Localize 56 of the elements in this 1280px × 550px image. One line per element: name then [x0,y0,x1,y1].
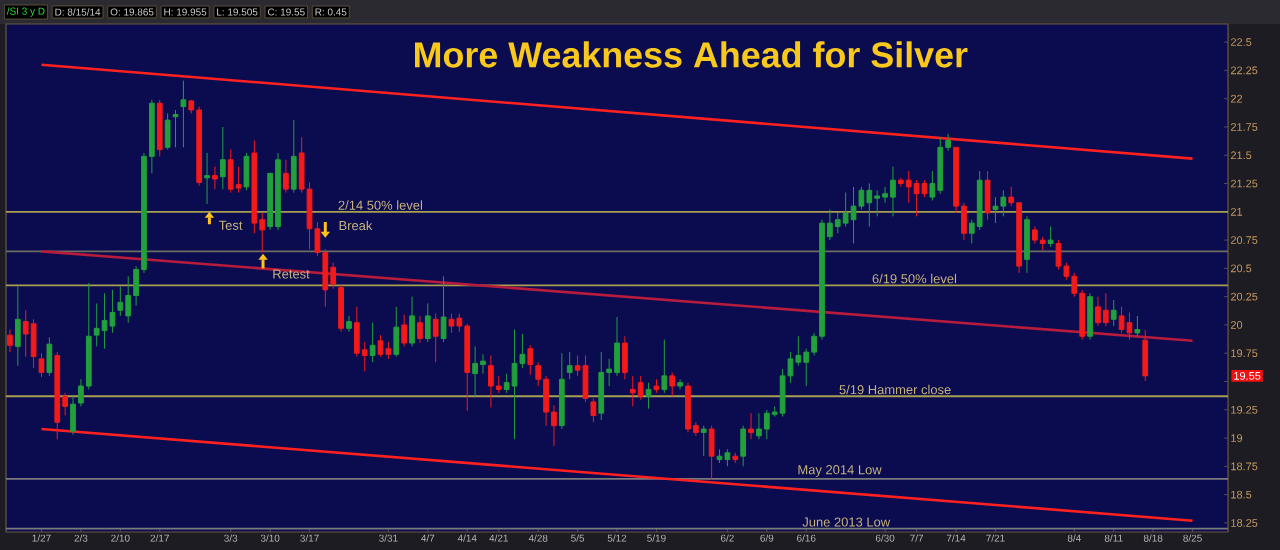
candlestick [511,328,518,440]
candlestick [393,306,400,358]
candlestick [937,136,944,195]
candlestick [629,375,636,407]
candlestick [338,283,344,333]
candlestick [283,159,289,194]
candlestick [353,306,360,358]
candlestick [251,140,258,234]
candlestick [1102,292,1109,327]
candlestick [763,409,770,440]
candlestick [669,371,676,397]
candlestick [219,126,226,190]
candlestick [346,315,352,333]
candlestick [46,336,53,377]
candlestick [204,152,210,205]
candlestick [1095,296,1101,327]
candlestick [480,353,486,375]
candlestick [424,302,431,343]
candlestick [921,179,928,198]
candlestick [1055,239,1062,271]
candlestick [748,412,754,440]
candlestick [913,179,920,217]
candlestick [227,149,234,194]
candlestick [275,152,281,231]
candlestick [22,309,29,358]
candlestick [409,296,415,347]
candlestick [661,339,668,394]
candlestick [290,119,297,194]
candlestick [14,285,21,367]
candlestick [101,292,108,350]
candlestick [756,412,762,440]
candlestick [685,382,691,433]
chart-title: More Weakness Ahead for Silver [415,41,968,68]
candlestick [890,166,896,217]
candlestick [842,192,849,228]
candlestick [180,80,187,148]
candlestick [850,186,857,244]
candlestick [677,378,683,390]
candlestick [582,355,589,403]
candlestick [164,112,171,151]
candlestick [472,345,478,397]
candlestick [527,344,534,376]
candlestick [488,355,494,409]
candlestick [882,186,888,204]
candlestick [212,166,218,190]
candlestick [1024,215,1030,274]
candlestick [558,352,565,430]
candlestick [440,275,447,343]
candlestick [7,328,13,353]
candlestick [417,315,423,344]
candlestick [93,302,100,347]
candlestick [732,452,739,464]
candlestick [1087,292,1093,341]
candlestick [614,316,620,377]
candlestick [622,335,628,380]
candlestick [1032,226,1038,244]
